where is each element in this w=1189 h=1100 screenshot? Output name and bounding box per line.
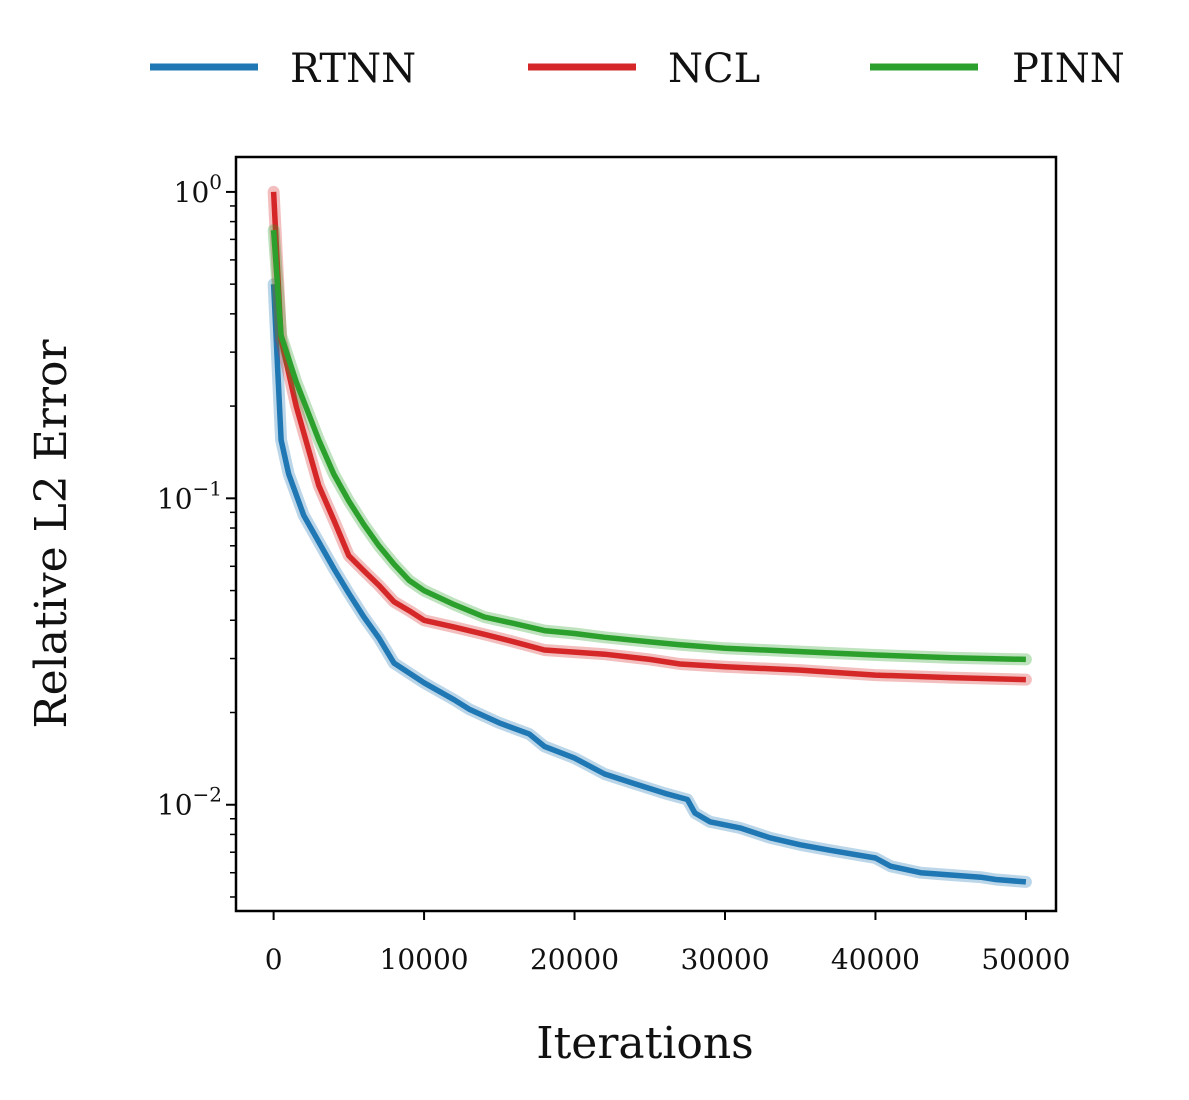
- legend-label-pinn: PINN: [1012, 46, 1125, 92]
- y-tick-label: 10−2: [157, 783, 222, 822]
- legend-label-rtnn: RTNN: [290, 46, 416, 92]
- x-axis-title: Iterations: [536, 1018, 754, 1069]
- x-tick-label: 10000: [380, 943, 469, 976]
- legend-label-ncl: NCL: [668, 46, 760, 92]
- series-line-rtnn: [270, 284, 1027, 885]
- series-line-pinn: [270, 230, 1026, 663]
- series-band-ncl: [267, 185, 1032, 686]
- x-tick-label: 20000: [530, 943, 619, 976]
- series-band-rtnn: [267, 278, 1032, 888]
- plot-area: 0 10000 20000 30000 40000 50000 100 10−1 10−2: [157, 155, 1070, 976]
- legend: RTNN NCL PINN: [150, 46, 1125, 92]
- x-tick-label: 50000: [981, 943, 1070, 976]
- series-line-ncl: [270, 191, 1026, 683]
- x-tick-label: 0: [265, 943, 283, 976]
- x-tick-label: 30000: [680, 943, 769, 976]
- y-axis-title: Relative L2 Error: [26, 339, 77, 729]
- series-layer: [267, 185, 1032, 888]
- y-tick-label: 10−1: [157, 476, 222, 515]
- y-axis: 100 10−1 10−2: [157, 170, 236, 898]
- plot-frame: [234, 155, 1058, 913]
- y-tick-label: 100: [174, 170, 222, 209]
- x-axis: 0 10000 20000 30000 40000 50000: [265, 911, 1070, 976]
- x-tick-label: 40000: [831, 943, 920, 976]
